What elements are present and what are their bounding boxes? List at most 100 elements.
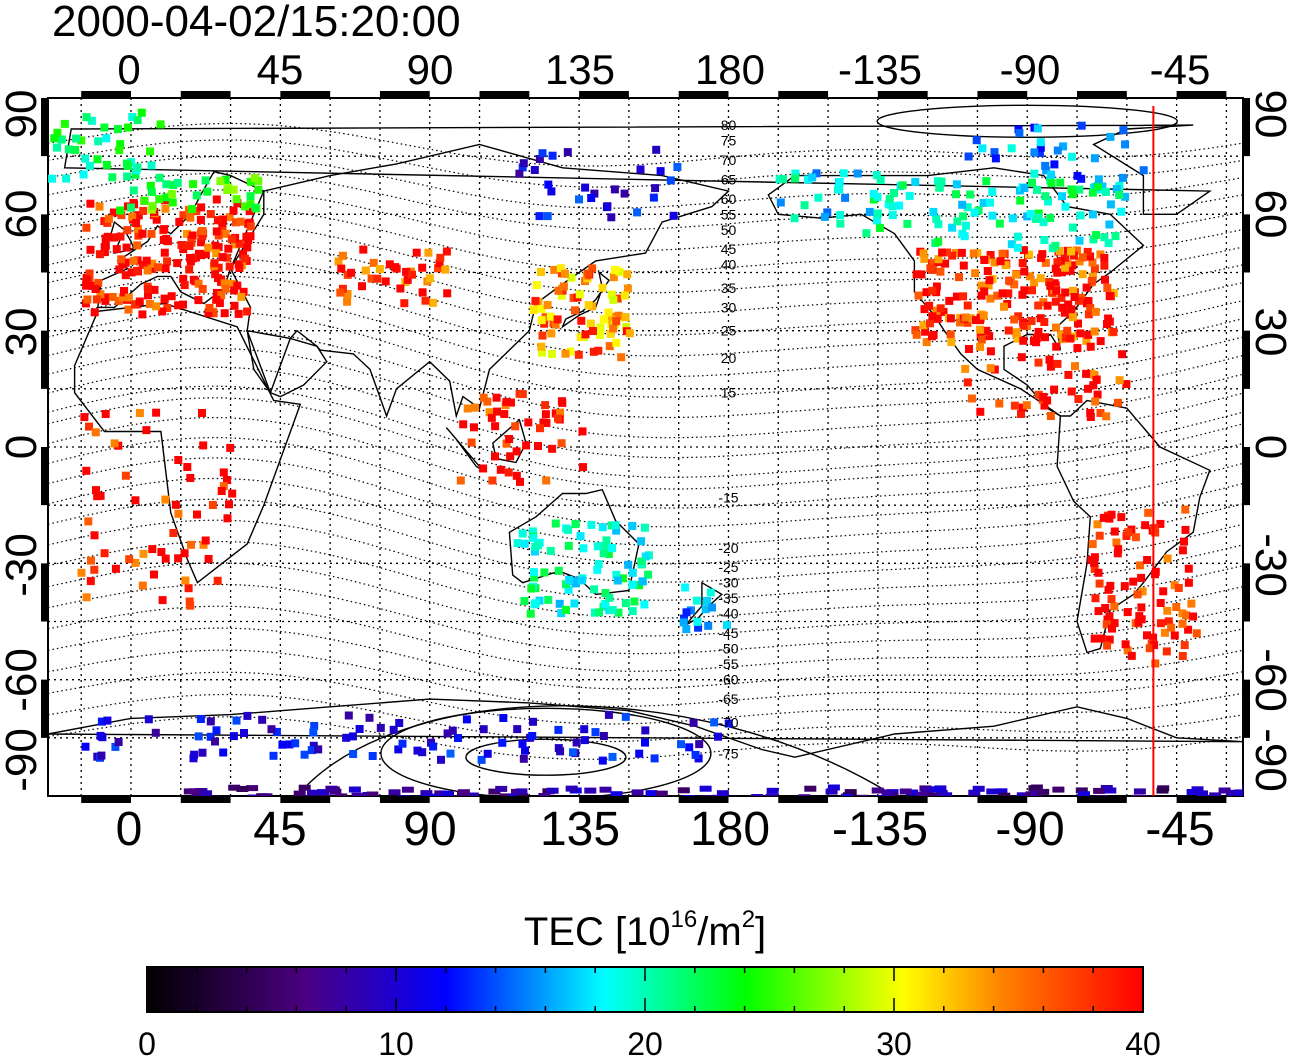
tec-cell <box>285 740 294 749</box>
tec-cell <box>546 312 555 321</box>
tec-cell <box>488 476 497 485</box>
tec-cell <box>980 287 989 296</box>
tec-cell <box>986 788 999 795</box>
maglat-contour <box>48 498 1243 583</box>
tec-cell <box>228 489 237 498</box>
tec-cell <box>695 740 704 749</box>
tec-cell <box>179 211 188 220</box>
tec-cell <box>1105 292 1114 300</box>
tec-cell <box>895 201 904 210</box>
tec-cell <box>250 174 259 182</box>
tec-cell <box>151 728 160 737</box>
tec-cell <box>1095 531 1104 540</box>
tec-cell <box>669 211 678 220</box>
maglat-label: -30 <box>718 575 738 591</box>
tec-cell <box>221 284 230 293</box>
tec-cell <box>825 788 838 795</box>
tec-cell <box>513 725 522 734</box>
tec-cell <box>611 266 619 274</box>
tec-cell <box>612 317 621 326</box>
tec-cell <box>181 576 190 585</box>
tec-cell <box>1091 594 1100 603</box>
tec-cell <box>209 309 218 318</box>
tec-cell <box>309 741 318 750</box>
tec-cell <box>1061 253 1070 262</box>
tec-cell <box>198 748 207 757</box>
tec-cell <box>197 203 206 212</box>
tec-cell <box>714 732 722 741</box>
tec-cell <box>1046 281 1055 290</box>
tec-cell <box>187 205 196 213</box>
tec-cell <box>1020 267 1029 276</box>
tec-cell <box>1184 578 1193 587</box>
tec-cell <box>269 751 278 760</box>
tec-cell <box>836 211 845 219</box>
tec-cell <box>624 560 633 569</box>
tec-cell <box>91 428 100 437</box>
tec-cell <box>90 308 99 317</box>
tec-cell <box>589 347 598 356</box>
tec-cell <box>875 795 888 796</box>
tec-cell <box>1086 408 1095 417</box>
tec-cell <box>82 466 91 475</box>
maglat-label: 80 <box>721 117 737 133</box>
tec-cell <box>391 263 400 272</box>
tec-cell <box>612 570 621 579</box>
tec-cell <box>186 213 195 222</box>
tec-cell <box>611 521 620 530</box>
tec-cell <box>666 176 675 185</box>
tec-cell <box>127 203 135 212</box>
tec-cell <box>186 257 195 266</box>
tec-cell <box>101 242 110 250</box>
maglat-label: 25 <box>721 323 737 339</box>
tec-cell <box>1019 246 1028 255</box>
tec-cell <box>185 597 194 606</box>
tec-cell <box>1103 283 1112 292</box>
tec-cell <box>114 738 123 746</box>
tec-cell <box>1104 585 1113 594</box>
tec-cell <box>961 313 970 322</box>
tec-cell <box>174 301 183 310</box>
tec-cell <box>169 181 178 189</box>
tec-cell <box>1060 308 1069 317</box>
tec-cell <box>547 349 556 358</box>
tec-cell <box>1013 243 1022 252</box>
maglat-label: 60 <box>721 191 737 207</box>
tec-cell <box>693 617 702 626</box>
tec-cell <box>914 291 923 300</box>
tec-cell <box>62 174 71 183</box>
tec-cell <box>186 601 195 610</box>
tec-cell <box>147 229 156 238</box>
tec-cell <box>1064 300 1073 309</box>
tec-cell <box>566 347 575 356</box>
tec-cell <box>633 208 642 217</box>
tec-cell <box>1192 629 1201 638</box>
tec-cell <box>206 732 215 741</box>
tec-cell <box>638 577 647 586</box>
tec-cell <box>1046 362 1055 371</box>
tec-cell <box>1088 188 1097 197</box>
tec-cell <box>1102 187 1110 196</box>
tec-cell <box>1100 233 1109 242</box>
tec-cell <box>1027 317 1036 325</box>
tec-cell <box>1019 336 1028 345</box>
tec-cell <box>628 580 637 589</box>
tec-cell <box>936 267 945 276</box>
maglat-contour <box>48 540 1243 619</box>
tec-cell <box>1242 785 1243 792</box>
tec-cell <box>137 108 146 117</box>
tec-cell <box>129 199 138 207</box>
tec-cell <box>1047 170 1056 179</box>
tec-cell <box>479 464 488 473</box>
tec-cell <box>138 229 147 238</box>
tec-cell <box>564 525 573 534</box>
tec-cell <box>436 253 445 262</box>
tec-cell <box>814 193 823 202</box>
tec-cell <box>491 422 500 431</box>
tec-cell <box>537 268 545 276</box>
tec-cell <box>272 727 281 736</box>
tec-cell <box>986 251 995 259</box>
tec-cell <box>980 256 989 264</box>
tec-cell <box>609 324 618 333</box>
tec-cell <box>158 307 167 316</box>
